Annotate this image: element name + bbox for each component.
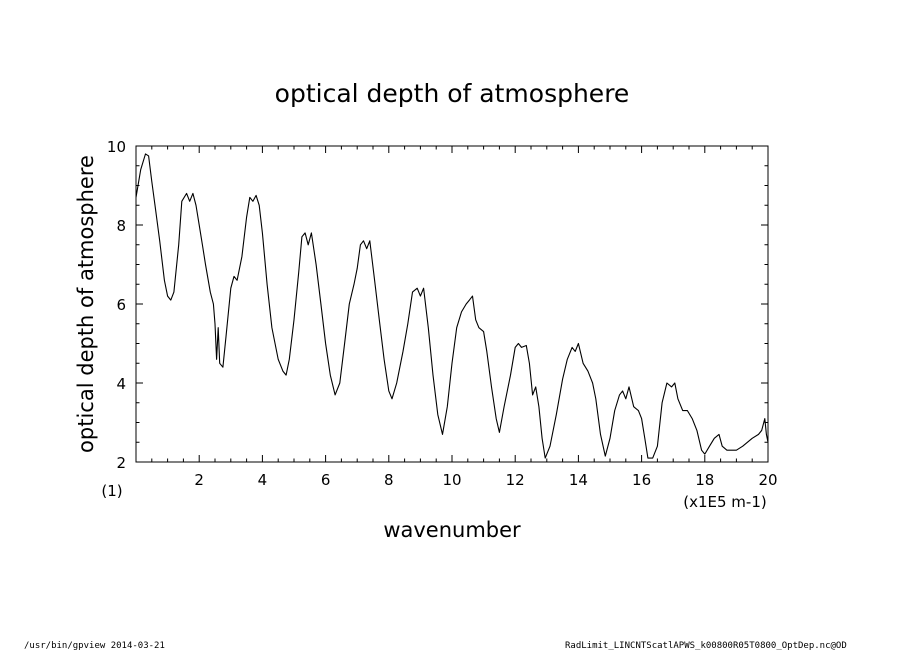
y-tick-label: 8 (116, 217, 126, 235)
x-axis-tick-labels: 2 4 6 8 10 12 14 16 18 20 (194, 471, 777, 489)
x-tick-label: 20 (758, 471, 777, 489)
y-axis-ticks (136, 145, 768, 463)
series-line (135, 153, 769, 459)
x-axis-label: wavenumber (383, 518, 521, 542)
x-axis-ticks (135, 146, 769, 462)
y-axis-tick-labels: 2 4 6 8 10 (107, 138, 126, 472)
footer-left-text: /usr/bin/gpview 2014-03-21 (24, 641, 165, 651)
footer-right-text: RadLimit_LINCNTScatlAPWS_k00800R05T0800_… (565, 641, 847, 651)
y-tick-label: 2 (116, 454, 126, 472)
y-unit-label: (1) (101, 482, 122, 500)
x-tick-label: 6 (321, 471, 331, 489)
x-tick-label: 12 (506, 471, 525, 489)
x-tick-label: 2 (194, 471, 204, 489)
x-tick-label: 10 (442, 471, 461, 489)
chart-title: optical depth of atmosphere (275, 79, 630, 108)
x-unit-label: (x1E5 m-1) (683, 493, 766, 511)
x-tick-label: 16 (632, 471, 651, 489)
y-tick-label: 4 (116, 375, 126, 393)
y-tick-label: 10 (107, 138, 126, 156)
x-tick-label: 4 (258, 471, 268, 489)
plot-frame (135, 145, 769, 463)
y-axis-label: optical depth of atmosphere (74, 155, 98, 453)
x-tick-label: 18 (695, 471, 714, 489)
x-tick-label: 8 (384, 471, 394, 489)
y-tick-label: 6 (116, 296, 126, 314)
x-tick-label: 14 (569, 471, 588, 489)
